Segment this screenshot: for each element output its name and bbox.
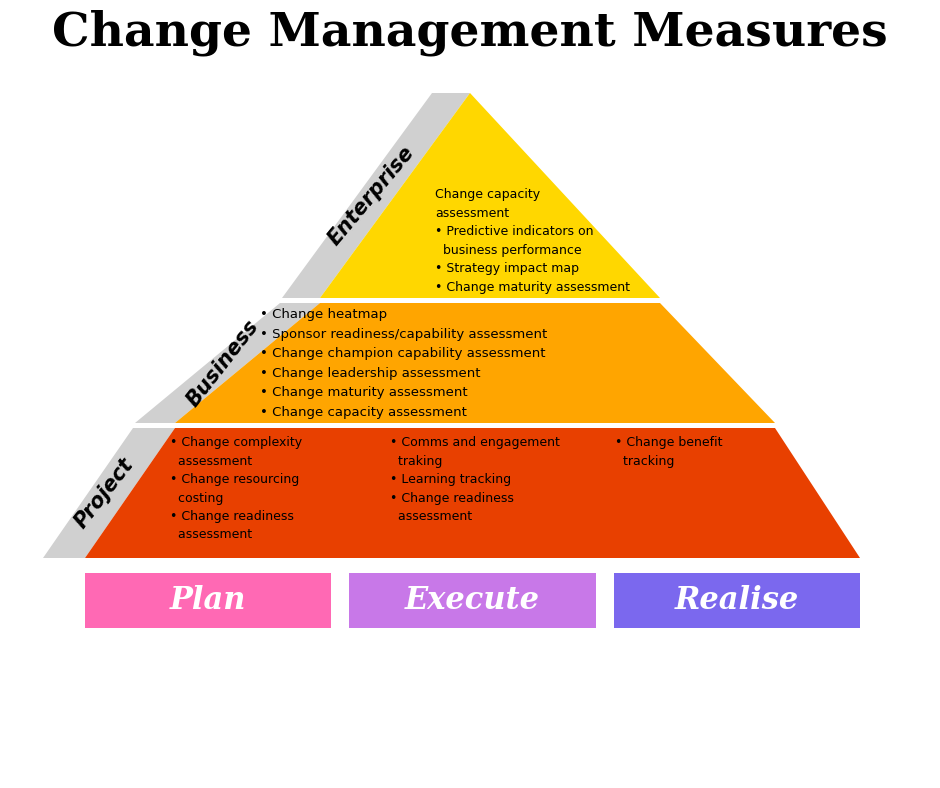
Polygon shape [135, 303, 320, 423]
Text: Realise: Realise [675, 585, 799, 616]
Text: • Change complexity
  assessment
• Change resourcing
  costing
• Change readines: • Change complexity assessment • Change … [170, 436, 302, 541]
Text: • Change benefit
  tracking: • Change benefit tracking [615, 436, 723, 467]
Text: Project: Project [70, 454, 137, 532]
Text: Business: Business [182, 316, 262, 410]
FancyBboxPatch shape [350, 573, 596, 628]
Text: Change capacity
assessment
• Predictive indicators on
  business performance
• S: Change capacity assessment • Predictive … [435, 188, 630, 293]
Text: Plan: Plan [170, 585, 246, 616]
FancyBboxPatch shape [614, 573, 860, 628]
Polygon shape [282, 93, 470, 298]
Text: Execute: Execute [405, 585, 540, 616]
Polygon shape [43, 428, 175, 558]
Polygon shape [85, 428, 860, 558]
Text: Change Management Measures: Change Management Measures [52, 9, 888, 56]
FancyBboxPatch shape [85, 573, 331, 628]
Text: • Comms and engagement
  traking
• Learning tracking
• Change readiness
  assess: • Comms and engagement traking • Learnin… [390, 436, 560, 523]
Text: • Change heatmap
• Sponsor readiness/capability assessment
• Change champion cap: • Change heatmap • Sponsor readiness/cap… [260, 308, 547, 418]
Polygon shape [320, 93, 660, 298]
Polygon shape [175, 303, 775, 423]
Text: Enterprise: Enterprise [324, 142, 418, 249]
